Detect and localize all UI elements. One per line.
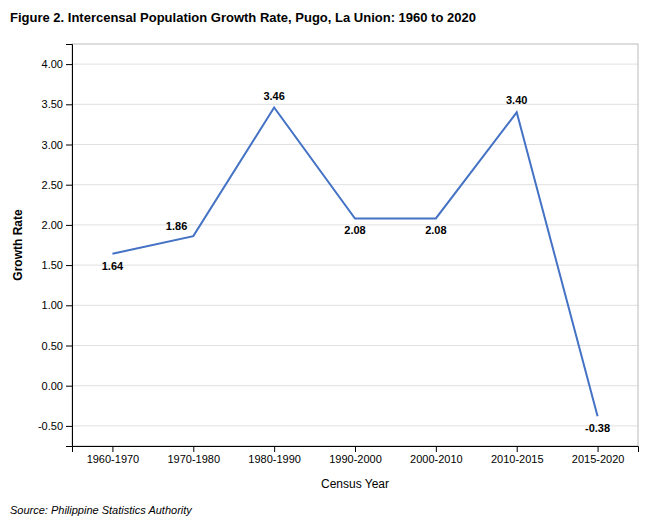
x-tick-label: 1990-2000: [329, 453, 382, 465]
x-tick-mark: [355, 446, 356, 452]
y-tick-mark: [66, 64, 72, 65]
y-tick: 2.50: [42, 179, 72, 191]
x-tick-mark: [274, 446, 275, 452]
y-tick-mark: [66, 426, 72, 427]
grid-line: [72, 305, 638, 306]
x-axis-title: Census Year: [321, 477, 389, 491]
series-line: [112, 108, 597, 417]
y-tick-mark: [66, 346, 72, 347]
y-tick-mark: [66, 305, 72, 306]
data-label: 2.08: [425, 224, 446, 236]
data-label: 1.86: [166, 220, 187, 232]
y-tick-label: 1.50: [42, 259, 63, 271]
grid-line: [72, 64, 638, 65]
x-tick: 1960-1970: [87, 446, 140, 465]
x-tick: 2000-2010: [410, 446, 463, 465]
y-tick: 4.00: [42, 58, 72, 70]
chart-svg: -0.50 0.00 0.50 1.00 1.50 2.00 2.50 3.00 3.50 4.0…: [0, 0, 663, 524]
chart-title: Figure 2. Intercensal Population Growth …: [10, 10, 476, 25]
data-label: 3.40: [506, 94, 527, 106]
y-axis-line: [66, 45, 73, 447]
grid-line: [72, 265, 638, 266]
x-tick-mark: [193, 446, 194, 452]
y-tick-label: 4.00: [42, 58, 63, 70]
y-tick-mark: [66, 386, 72, 387]
data-label: 2.08: [344, 224, 365, 236]
y-tick: 1.50: [42, 259, 72, 271]
x-tick-mark: [517, 446, 518, 452]
y-tick: 1.00: [42, 299, 72, 311]
grid-line: [72, 184, 638, 185]
grid-line: [72, 385, 638, 386]
data-labels: 1.64 1.86 3.46 2.08 2.08 3.40 -0.38: [102, 90, 610, 435]
grid-line: [72, 144, 638, 145]
y-tick: 0.50: [42, 340, 72, 352]
y-tick-mark: [66, 145, 72, 146]
grid-line: [72, 104, 638, 105]
x-axis-line: [73, 447, 639, 453]
grid: [72, 64, 638, 426]
y-tick-label: -0.50: [38, 420, 63, 432]
y-tick: 3.50: [42, 98, 72, 110]
x-tick: 1980-1990: [248, 446, 301, 465]
y-axis-title: Growth Rate: [11, 209, 25, 281]
data-label: -0.38: [585, 422, 610, 434]
series-group: [112, 108, 597, 417]
grid-line: [72, 425, 638, 426]
x-tick-label: 1960-1970: [87, 453, 140, 465]
x-axis: 1960-1970 1970-1980 1980-1990 1990-2000 2000…: [73, 446, 639, 465]
y-tick: 0.00: [42, 380, 72, 392]
plot-area: -0.50 0.00 0.50 1.00 1.50 2.00 2.50 3.00 3.50 4.0…: [38, 44, 639, 465]
data-label: 1.64: [102, 260, 124, 272]
x-tick: 2010-2015: [491, 446, 544, 465]
annotation: Source: Philippine Statistics Authority: [10, 504, 193, 516]
y-axis: -0.50 0.00 0.50 1.00 1.50 2.00 2.50 3.00 3.50 4.0…: [38, 45, 73, 447]
data-label: 3.46: [263, 90, 284, 102]
x-tick: 1990-2000: [329, 446, 382, 465]
x-tick-mark: [436, 446, 437, 452]
y-tick-label: 3.00: [42, 139, 63, 151]
x-tick-label: 1970-1980: [167, 453, 220, 465]
y-tick-mark: [66, 185, 72, 186]
y-tick-label: 0.00: [42, 380, 63, 392]
y-tick: 2.00: [42, 219, 72, 231]
grid-line: [72, 345, 638, 346]
y-tick-label: 2.50: [42, 179, 63, 191]
chart-container: -0.50 0.00 0.50 1.00 1.50 2.00 2.50 3.00 3.50 4.0…: [0, 0, 663, 524]
x-tick-label: 2015-2020: [572, 453, 625, 465]
x-tick: 1970-1980: [167, 446, 220, 465]
plot-frame: [72, 44, 638, 446]
y-tick-label: 0.50: [42, 340, 63, 352]
x-tick-mark: [112, 446, 113, 452]
y-tick-mark: [66, 265, 72, 266]
x-tick-label: 2010-2015: [491, 453, 544, 465]
x-tick-label: 2000-2010: [410, 453, 463, 465]
y-tick: -0.50: [38, 420, 72, 432]
y-tick-mark: [66, 225, 72, 226]
y-tick: 3.00: [42, 139, 72, 151]
y-tick-mark: [66, 104, 72, 105]
y-tick-label: 3.50: [42, 98, 63, 110]
y-tick-label: 2.00: [42, 219, 63, 231]
x-tick-mark: [598, 446, 599, 452]
x-tick: 2015-2020: [572, 446, 625, 465]
y-tick-label: 1.00: [42, 299, 63, 311]
x-tick-label: 1980-1990: [248, 453, 301, 465]
